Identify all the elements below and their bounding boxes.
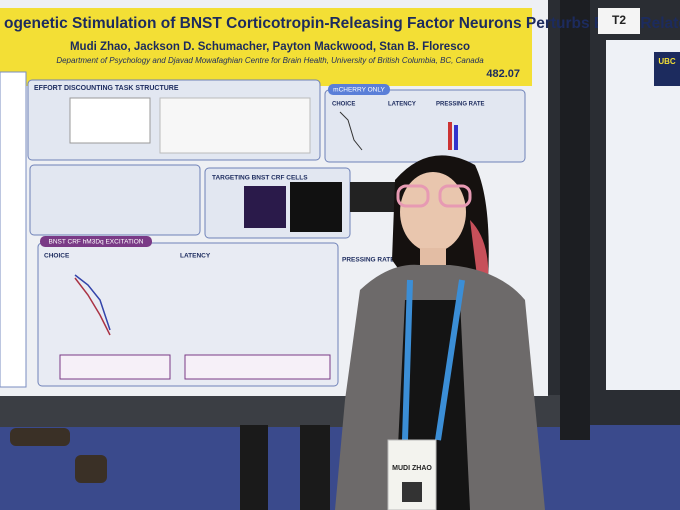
panel-label: LATENCY [180, 253, 211, 260]
glasses [438, 184, 472, 208]
board-sign [598, 8, 640, 34]
panel [37, 242, 339, 387]
poster-number: 482.07 [486, 68, 520, 80]
logo-text: UBC [658, 57, 676, 66]
section-pill [40, 236, 152, 247]
board-divider [560, 0, 590, 440]
glasses [396, 184, 430, 208]
diagram [159, 97, 311, 154]
panel-label: CHOICE [44, 253, 70, 260]
background-person [300, 425, 330, 510]
left-column [0, 71, 27, 388]
micrograph [244, 186, 286, 228]
note-box [59, 354, 171, 380]
micrograph [350, 182, 400, 212]
panel-label: CHOICE [332, 102, 355, 108]
background-person [10, 428, 70, 446]
poster-title: ogenetic Stimulation of BNST Corticotrop… [4, 15, 680, 32]
title-banner [0, 8, 532, 86]
neighbor-poster [606, 40, 680, 390]
panel-label: PRESSING RATE [342, 257, 395, 264]
section-header: BNST CRF hM3Dq EXCITATION [49, 239, 144, 246]
panel-label: PRESSING RATE [436, 102, 485, 108]
panel [29, 164, 201, 236]
panel-label: LATENCY [388, 102, 416, 108]
background-person [75, 455, 107, 483]
qr-code [402, 482, 422, 502]
mini-plot [74, 274, 111, 331]
section-header: TARGETING BNST CRF CELLS [212, 175, 308, 182]
poster-authors: Mudi Zhao, Jackson D. Schumacher, Payton… [70, 41, 470, 53]
background-person [240, 425, 268, 510]
mini-bar [454, 125, 458, 150]
mini-bar [448, 122, 452, 150]
mini-plot [74, 277, 111, 336]
note-box [184, 354, 331, 380]
face [400, 172, 466, 252]
lanyard [402, 279, 465, 441]
sign-text: T2 [612, 13, 626, 27]
section-header: EFFORT DISCOUNTING TASK STRUCTURE [34, 85, 179, 92]
poster-affiliation: Department of Psychology and Djavad Mowa… [56, 56, 484, 65]
mini-plot [339, 111, 363, 151]
section-pill [328, 84, 390, 95]
neck [420, 248, 446, 270]
diagram [69, 97, 151, 144]
logo [654, 52, 680, 86]
section-header: mCHERRY ONLY [333, 87, 385, 94]
hair-tips [470, 220, 489, 284]
badge-name: MUDI ZHAO [392, 465, 432, 472]
micrograph [290, 182, 342, 232]
